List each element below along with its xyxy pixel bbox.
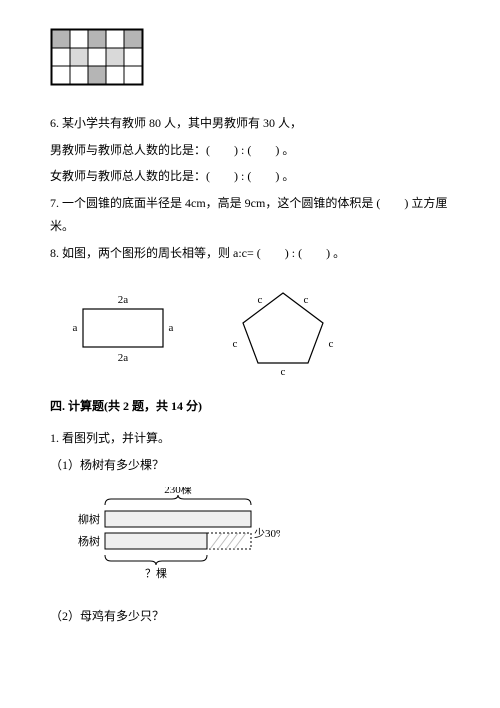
rect-label-left: a (73, 322, 78, 334)
pent-c3: c (329, 338, 334, 350)
rectangle-shape: 2a 2a a a (58, 289, 188, 369)
s4-q1: 1. 看图列式，并计算。 (50, 427, 450, 450)
q6-line1: 6. 某小学共有教师 80 人，其中男教师有 30 人， (50, 112, 450, 135)
rect-label-top: 2a (118, 294, 129, 306)
page: 6. 某小学共有教师 80 人，其中男教师有 30 人， 男教师与教师总人数的比… (0, 0, 500, 652)
q7-text: 7. 一个圆锥的底面半径是 4cm，高是 9cm，这个圆锥的体积是 ( ) 立方… (50, 192, 450, 238)
rect-label-right: a (169, 322, 174, 334)
pent-c4: c (281, 366, 286, 375)
section4-head: 四. 计算题(共 2 题，共 14 分) (50, 395, 450, 418)
bar-bottom-q: ？棵 (145, 566, 167, 580)
s4-sub2: （2）母鸡有多少只？ (50, 605, 450, 628)
q6-line2: 男教师与教师总人数的比是：( ) : ( ) 。 (50, 139, 450, 162)
bar-diagram: 230棵 柳树 杨树 少30% ？棵 (50, 487, 450, 591)
pent-c5: c (233, 338, 238, 350)
hatch-region (207, 533, 251, 549)
pent-c1: c (258, 294, 263, 306)
grid-figure (50, 28, 450, 94)
s4-sub1: （1）杨树有多少棵？ (50, 454, 450, 477)
pentagon-shape: c c c c c (228, 283, 338, 375)
q8-text: 8. 如图，两个图形的周长相等，则 a:c= ( ) : ( ) 。 (50, 242, 450, 265)
q6-line3: 女教师与教师总人数的比是：( ) : ( ) 。 (50, 165, 450, 188)
grid-svg (50, 28, 144, 86)
rect-label-bottom: 2a (118, 352, 129, 364)
bar-right-label: 少30% (254, 527, 280, 540)
bar-svg: 230棵 柳树 杨树 少30% ？棵 (50, 487, 280, 583)
pent-c2: c (304, 294, 309, 306)
bar-total-label: 230棵 (164, 487, 192, 496)
bar-label-bot: 杨树 (78, 534, 100, 548)
bar-label-top: 柳树 (78, 512, 100, 526)
q8-shapes: 2a 2a a a c c c c c (50, 283, 450, 375)
